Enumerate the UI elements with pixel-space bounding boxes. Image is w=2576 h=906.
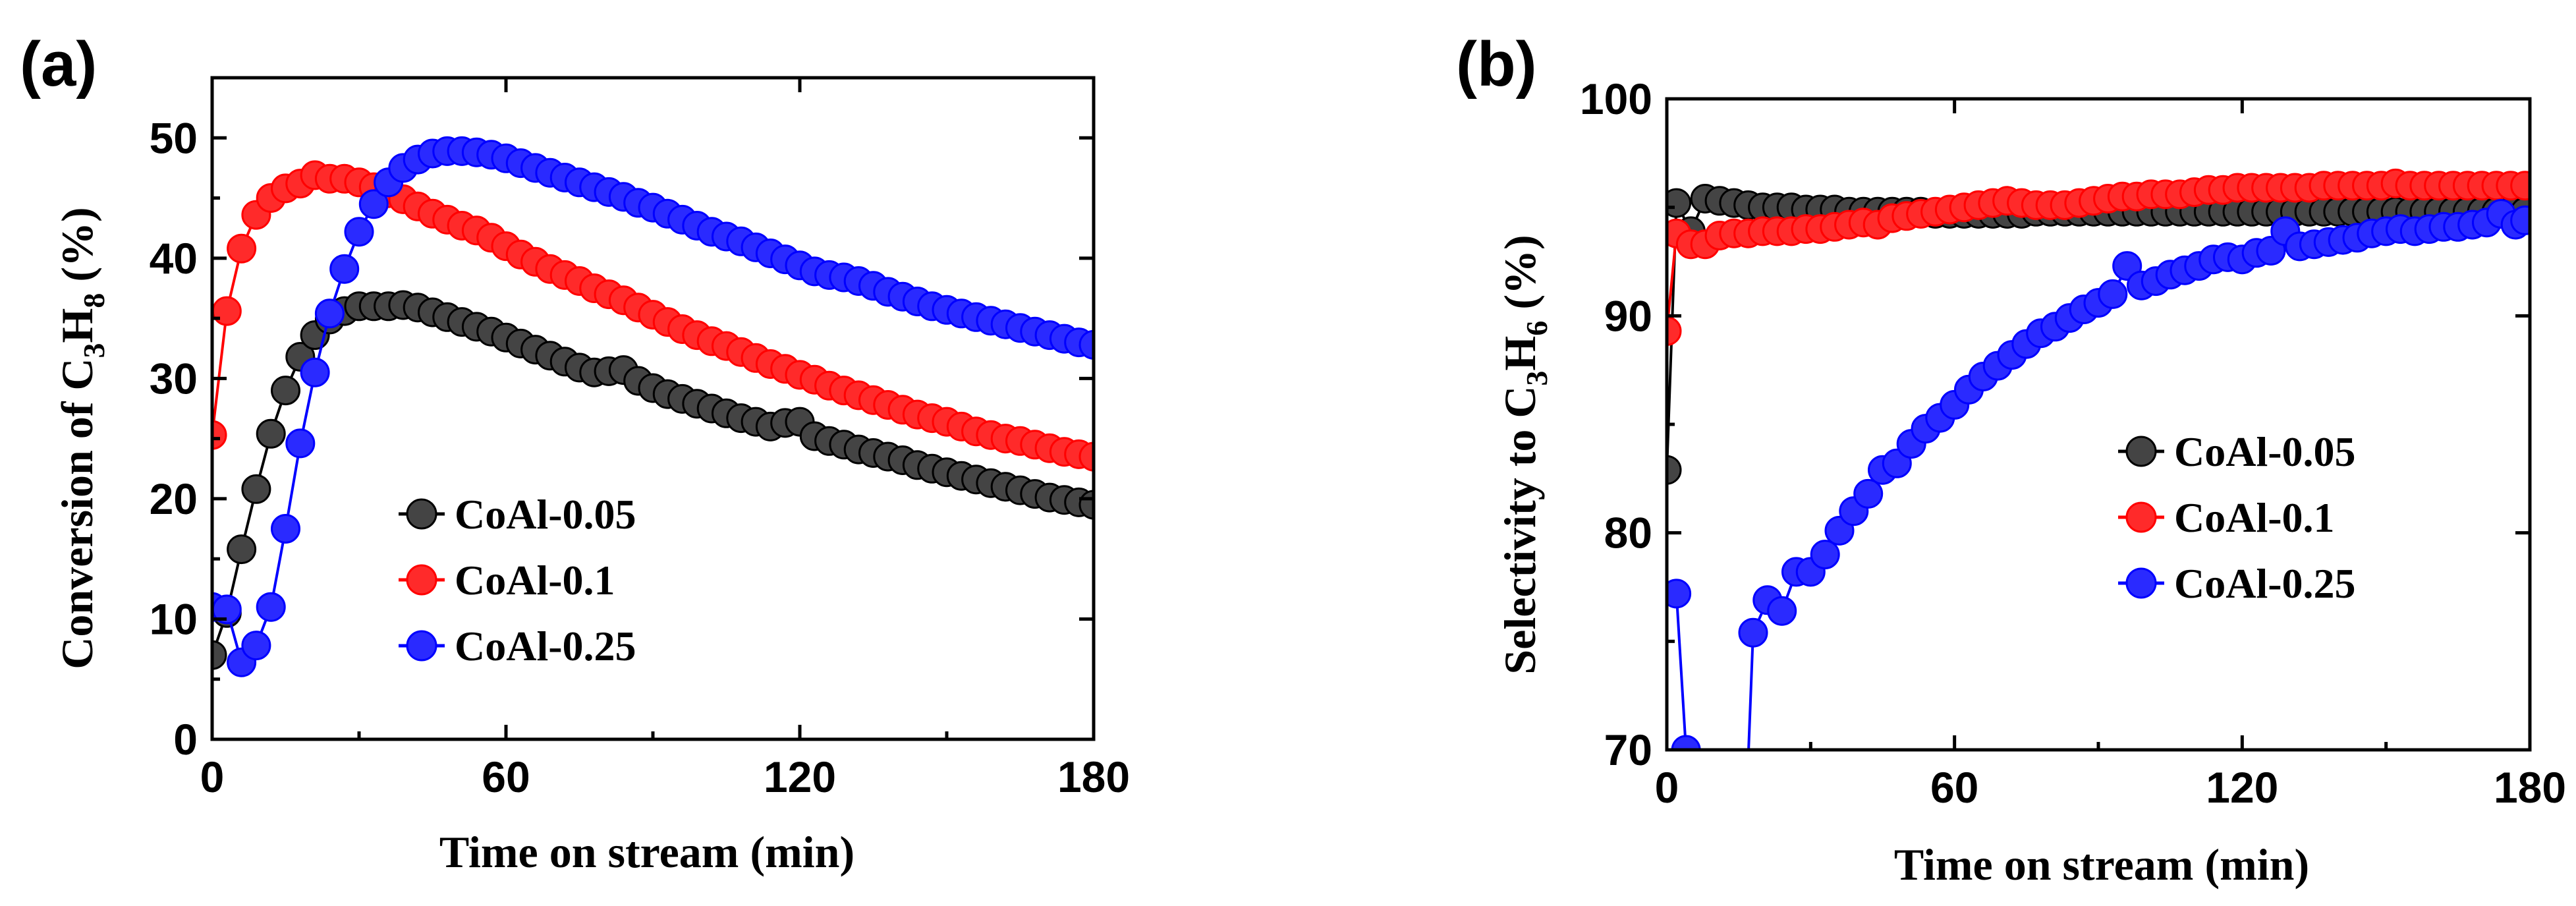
data-point (271, 514, 300, 544)
data-point (1671, 735, 1701, 750)
data-point (256, 418, 286, 449)
data-point (2098, 279, 2128, 309)
panel-a-legend: CoAl-0.05 CoAl-0.1 CoAl-0.25 (399, 491, 636, 669)
legend-marker (2125, 567, 2157, 599)
data-point (241, 631, 271, 661)
legend-marker (2125, 436, 2157, 467)
panel-b-series-coal-0-25 (1667, 199, 2530, 906)
x-tick-label: 0 (200, 752, 225, 801)
data-point (1667, 316, 1682, 346)
data-point (358, 189, 389, 219)
x-tick-label: 120 (2206, 763, 2278, 812)
data-point (271, 376, 300, 406)
data-point (314, 298, 345, 329)
panel-b-x-axis-title: Time on stream (min) (1894, 839, 2309, 890)
data-point (212, 296, 242, 326)
legend-label: CoAl-0.1 (455, 557, 615, 604)
data-point (212, 640, 227, 670)
data-point (1810, 540, 1840, 570)
data-point (1667, 188, 1692, 218)
y-tick-label: 70 (1604, 725, 1652, 774)
data-point (1729, 866, 1757, 894)
panel-b-y-axis-title: Selectivity to C3H6 (%) (1495, 235, 1554, 674)
y-tick-label: 40 (150, 234, 198, 283)
legend-label: CoAl-0.25 (455, 623, 636, 669)
data-point (1738, 617, 1768, 648)
data-point (212, 420, 227, 450)
legend-marker (406, 498, 437, 530)
y-tick-label: 30 (150, 354, 198, 403)
data-point (1767, 596, 1797, 626)
data-point (285, 428, 316, 459)
panel-a-series-coal-0-05 (212, 290, 1094, 670)
data-point (344, 217, 374, 247)
data-point (1677, 888, 1704, 906)
data-point (256, 592, 286, 622)
y-tick-label: 20 (150, 474, 198, 523)
data-point (227, 233, 257, 264)
y-tick-label: 50 (150, 113, 198, 162)
y-tick-label: 100 (1580, 74, 1652, 123)
legend-label: CoAl-0.1 (2174, 494, 2335, 541)
y-tick-label: 10 (150, 594, 198, 643)
legend-label: CoAl-0.25 (2174, 560, 2356, 607)
panel-a-series-coal-0-1 (212, 160, 1094, 472)
y-tick-label: 80 (1604, 509, 1652, 557)
panel-b-series-coal-0-1 (1667, 168, 2530, 346)
data-point (227, 534, 257, 565)
y-tick-label: 0 (173, 715, 198, 764)
legend-label: CoAl-0.05 (455, 491, 636, 538)
panel-b-legend: CoAl-0.05 CoAl-0.1 CoAl-0.25 (2118, 428, 2356, 607)
data-point (1853, 478, 1884, 509)
x-tick-label: 180 (2494, 763, 2566, 812)
x-tick-label: 60 (482, 752, 530, 801)
panel-a-series-coal-0-25-line (212, 150, 1094, 665)
legend-marker (2125, 501, 2157, 533)
data-point (1078, 441, 1094, 472)
data-point (1667, 455, 1682, 485)
panel-b-chart: (b) Selectivity to C3H6 (%) Time on stre… (1456, 29, 2566, 906)
panel-a-y-axis-title: Conversion of C3H8 (%) (52, 207, 111, 669)
panel-a-x-axis-title: Time on stream (min) (439, 827, 854, 877)
x-tick-label: 60 (1930, 763, 1978, 812)
data-point (2510, 205, 2530, 235)
panel-a-label: (a) (20, 29, 97, 99)
data-point (329, 254, 360, 284)
panel-a-chart: (a) Conversion of C3H8 (%) Time on strea… (20, 29, 1130, 877)
x-tick-label: 120 (764, 752, 836, 801)
legend-label: CoAl-0.05 (2174, 428, 2356, 475)
data-point (2510, 171, 2530, 201)
panel-b-plot-area (1667, 168, 2530, 906)
panel-a-plot-area (212, 136, 1094, 677)
data-point (1667, 579, 1692, 609)
x-tick-label: 0 (1655, 763, 1679, 812)
panel-b-label: (b) (1456, 29, 1537, 99)
legend-marker (406, 564, 437, 596)
legend-marker (406, 630, 437, 662)
data-point (300, 357, 330, 387)
y-tick-label: 90 (1604, 291, 1652, 340)
x-tick-label: 180 (1057, 752, 1130, 801)
data-point (1078, 329, 1094, 360)
panel-a-series-coal-0-25 (212, 136, 1094, 677)
data-point (241, 474, 271, 504)
